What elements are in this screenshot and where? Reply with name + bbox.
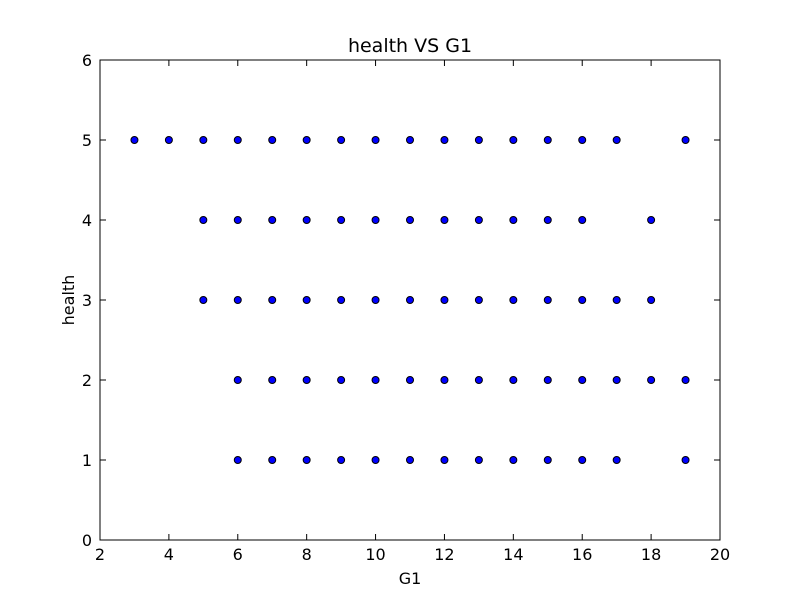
scatter-point bbox=[268, 296, 277, 304]
scatter-point bbox=[371, 296, 380, 304]
scatter-point bbox=[612, 136, 621, 144]
scatter-point bbox=[302, 376, 311, 384]
scatter-point bbox=[543, 376, 552, 384]
scatter-point bbox=[474, 296, 483, 304]
scatter-point bbox=[681, 136, 690, 144]
scatter-point bbox=[578, 376, 587, 384]
y-tick-label: 4 bbox=[82, 211, 92, 230]
scatter-point bbox=[268, 456, 277, 464]
scatter-point bbox=[578, 296, 587, 304]
scatter-point bbox=[406, 136, 414, 144]
scatter-point bbox=[474, 216, 483, 224]
x-tick-label: 6 bbox=[233, 545, 243, 564]
scatter-point bbox=[268, 376, 277, 384]
scatter-point bbox=[130, 136, 139, 144]
scatter-point bbox=[233, 216, 242, 224]
scatter-point bbox=[337, 456, 346, 464]
scatter-point bbox=[199, 216, 208, 224]
y-tick-label: 0 bbox=[82, 531, 92, 550]
scatter-point bbox=[233, 456, 242, 464]
scatter-point bbox=[302, 216, 311, 224]
x-tick-label: 20 bbox=[710, 545, 730, 564]
scatter-point bbox=[233, 296, 242, 304]
chart-title: health VS G1 bbox=[348, 35, 472, 57]
x-tick-label: 10 bbox=[365, 545, 385, 564]
scatter-point bbox=[233, 376, 242, 384]
scatter-point bbox=[543, 136, 552, 144]
scatter-point bbox=[681, 376, 690, 384]
scatter-point bbox=[543, 216, 552, 224]
scatter-point bbox=[612, 296, 621, 304]
scatter-point bbox=[406, 296, 414, 304]
scatter-point bbox=[371, 456, 380, 464]
x-tick-label: 18 bbox=[641, 545, 661, 564]
y-axis-title: health bbox=[59, 275, 78, 326]
y-tick-label: 2 bbox=[82, 371, 92, 390]
scatter-point bbox=[440, 296, 449, 304]
scatter-point bbox=[647, 296, 656, 304]
scatter-point bbox=[578, 136, 587, 144]
scatter-point bbox=[337, 136, 346, 144]
scatter-point bbox=[302, 296, 311, 304]
scatter-point bbox=[164, 136, 173, 144]
scatter-point bbox=[268, 216, 277, 224]
x-tick-label: 14 bbox=[503, 545, 523, 564]
scatter-point bbox=[578, 216, 587, 224]
scatter-point bbox=[440, 456, 449, 464]
scatter-point bbox=[543, 296, 552, 304]
x-axis-title: G1 bbox=[399, 569, 422, 588]
scatter-point bbox=[406, 456, 414, 464]
scatter-point bbox=[681, 456, 690, 464]
scatter-point bbox=[199, 136, 208, 144]
scatter-point bbox=[406, 376, 414, 384]
scatter-point bbox=[233, 136, 242, 144]
scatter-point bbox=[474, 456, 483, 464]
x-tick-label: 16 bbox=[572, 545, 592, 564]
scatter-point bbox=[371, 376, 380, 384]
scatter-point bbox=[337, 376, 346, 384]
scatter-point bbox=[509, 296, 518, 304]
y-tick-label: 3 bbox=[82, 291, 92, 310]
scatter-point bbox=[371, 216, 380, 224]
x-tick-label: 8 bbox=[302, 545, 312, 564]
scatter-point bbox=[302, 456, 311, 464]
scatter-point bbox=[337, 216, 346, 224]
scatter-point bbox=[543, 456, 552, 464]
x-tick-label: 12 bbox=[434, 545, 454, 564]
scatter-point bbox=[647, 376, 656, 384]
scatter-point bbox=[406, 216, 414, 224]
scatter-point bbox=[509, 216, 518, 224]
scatter-point bbox=[612, 376, 621, 384]
x-tick-label: 2 bbox=[95, 545, 105, 564]
y-tick-label: 6 bbox=[82, 51, 92, 70]
scatter-point bbox=[440, 136, 449, 144]
x-tick-label: 4 bbox=[164, 545, 174, 564]
scatter-point bbox=[474, 136, 483, 144]
scatter-point bbox=[302, 136, 311, 144]
scatter-point bbox=[337, 296, 346, 304]
y-tick-label: 5 bbox=[82, 131, 92, 150]
scatter-point bbox=[440, 376, 449, 384]
scatter-point bbox=[440, 216, 449, 224]
scatter-point bbox=[509, 376, 518, 384]
scatter-point bbox=[612, 456, 621, 464]
scatter-point bbox=[474, 376, 483, 384]
scatter-point bbox=[509, 456, 518, 464]
scatter-point bbox=[199, 296, 208, 304]
scatter-point bbox=[647, 216, 656, 224]
y-tick-label: 1 bbox=[82, 451, 92, 470]
scatter-point bbox=[578, 456, 587, 464]
scatter-point bbox=[268, 136, 277, 144]
scatter-point bbox=[371, 136, 380, 144]
scatter-point bbox=[509, 136, 518, 144]
